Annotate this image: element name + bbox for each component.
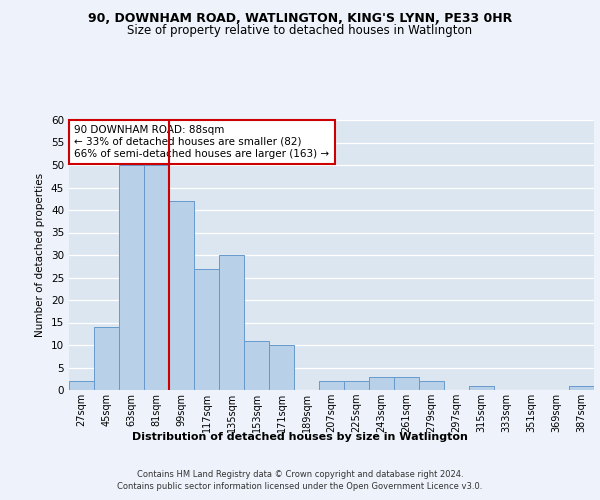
Bar <box>344 381 369 390</box>
Bar <box>319 381 344 390</box>
Y-axis label: Number of detached properties: Number of detached properties <box>35 173 46 337</box>
Bar <box>369 376 394 390</box>
Text: Contains HM Land Registry data © Crown copyright and database right 2024.: Contains HM Land Registry data © Crown c… <box>137 470 463 479</box>
Bar <box>269 345 294 390</box>
Bar <box>469 386 494 390</box>
Bar <box>69 381 94 390</box>
Bar <box>394 376 419 390</box>
Bar <box>219 255 244 390</box>
Bar <box>419 381 444 390</box>
Text: Size of property relative to detached houses in Watlington: Size of property relative to detached ho… <box>127 24 473 37</box>
Text: Contains public sector information licensed under the Open Government Licence v3: Contains public sector information licen… <box>118 482 482 491</box>
Text: 90 DOWNHAM ROAD: 88sqm
← 33% of detached houses are smaller (82)
66% of semi-det: 90 DOWNHAM ROAD: 88sqm ← 33% of detached… <box>74 126 329 158</box>
Text: Distribution of detached houses by size in Watlington: Distribution of detached houses by size … <box>132 432 468 442</box>
Bar <box>144 165 169 390</box>
Bar <box>194 268 219 390</box>
Bar <box>94 327 119 390</box>
Bar <box>244 340 269 390</box>
Bar <box>569 386 594 390</box>
Bar <box>169 201 194 390</box>
Text: 90, DOWNHAM ROAD, WATLINGTON, KING'S LYNN, PE33 0HR: 90, DOWNHAM ROAD, WATLINGTON, KING'S LYN… <box>88 12 512 26</box>
Bar <box>119 165 144 390</box>
